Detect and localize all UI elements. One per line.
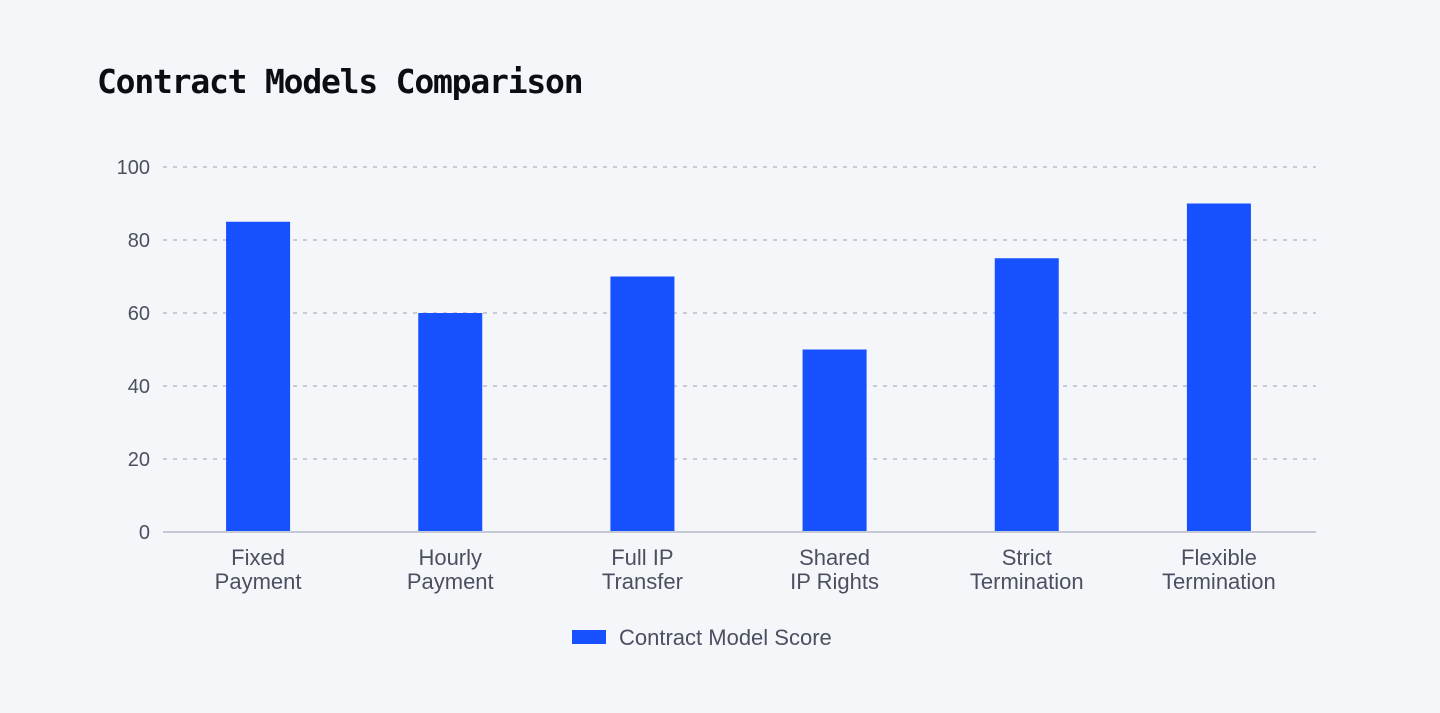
gridlines [163,166,1316,460]
chart-title: Contract Models Comparison [97,62,584,101]
bar [802,349,867,532]
x-tick-label: Shared [799,545,870,570]
y-axis-ticks: 0 20 40 60 80 100 [117,157,150,544]
y-tick-label: 100 [117,157,150,179]
x-tick-label: Full IP [611,545,673,570]
bar [418,313,483,532]
y-tick-label: 0 [139,522,150,544]
x-tick-label: IP Rights [790,569,879,594]
bars [226,203,1251,532]
bar [226,221,291,532]
x-tick-label: Termination [1162,569,1276,594]
bar [610,276,675,532]
y-tick-label: 20 [128,449,150,471]
x-tick-label: Payment [215,569,302,594]
bar [1186,203,1251,532]
legend: Contract Model Score [572,625,832,650]
x-tick-label: Termination [970,569,1084,594]
y-tick-label: 60 [128,303,150,325]
y-tick-label: 80 [128,230,150,252]
y-tick-label: 40 [128,376,150,398]
x-tick-label: Transfer [602,569,683,594]
x-tick-label: Strict [1002,545,1052,570]
x-tick-label: Fixed [231,545,285,570]
x-tick-label: Payment [407,569,494,594]
legend-label: Contract Model Score [619,625,832,650]
bar [994,258,1059,532]
legend-swatch [572,630,606,644]
x-tick-label: Flexible [1181,545,1257,570]
x-tick-label: Hourly [418,545,482,570]
